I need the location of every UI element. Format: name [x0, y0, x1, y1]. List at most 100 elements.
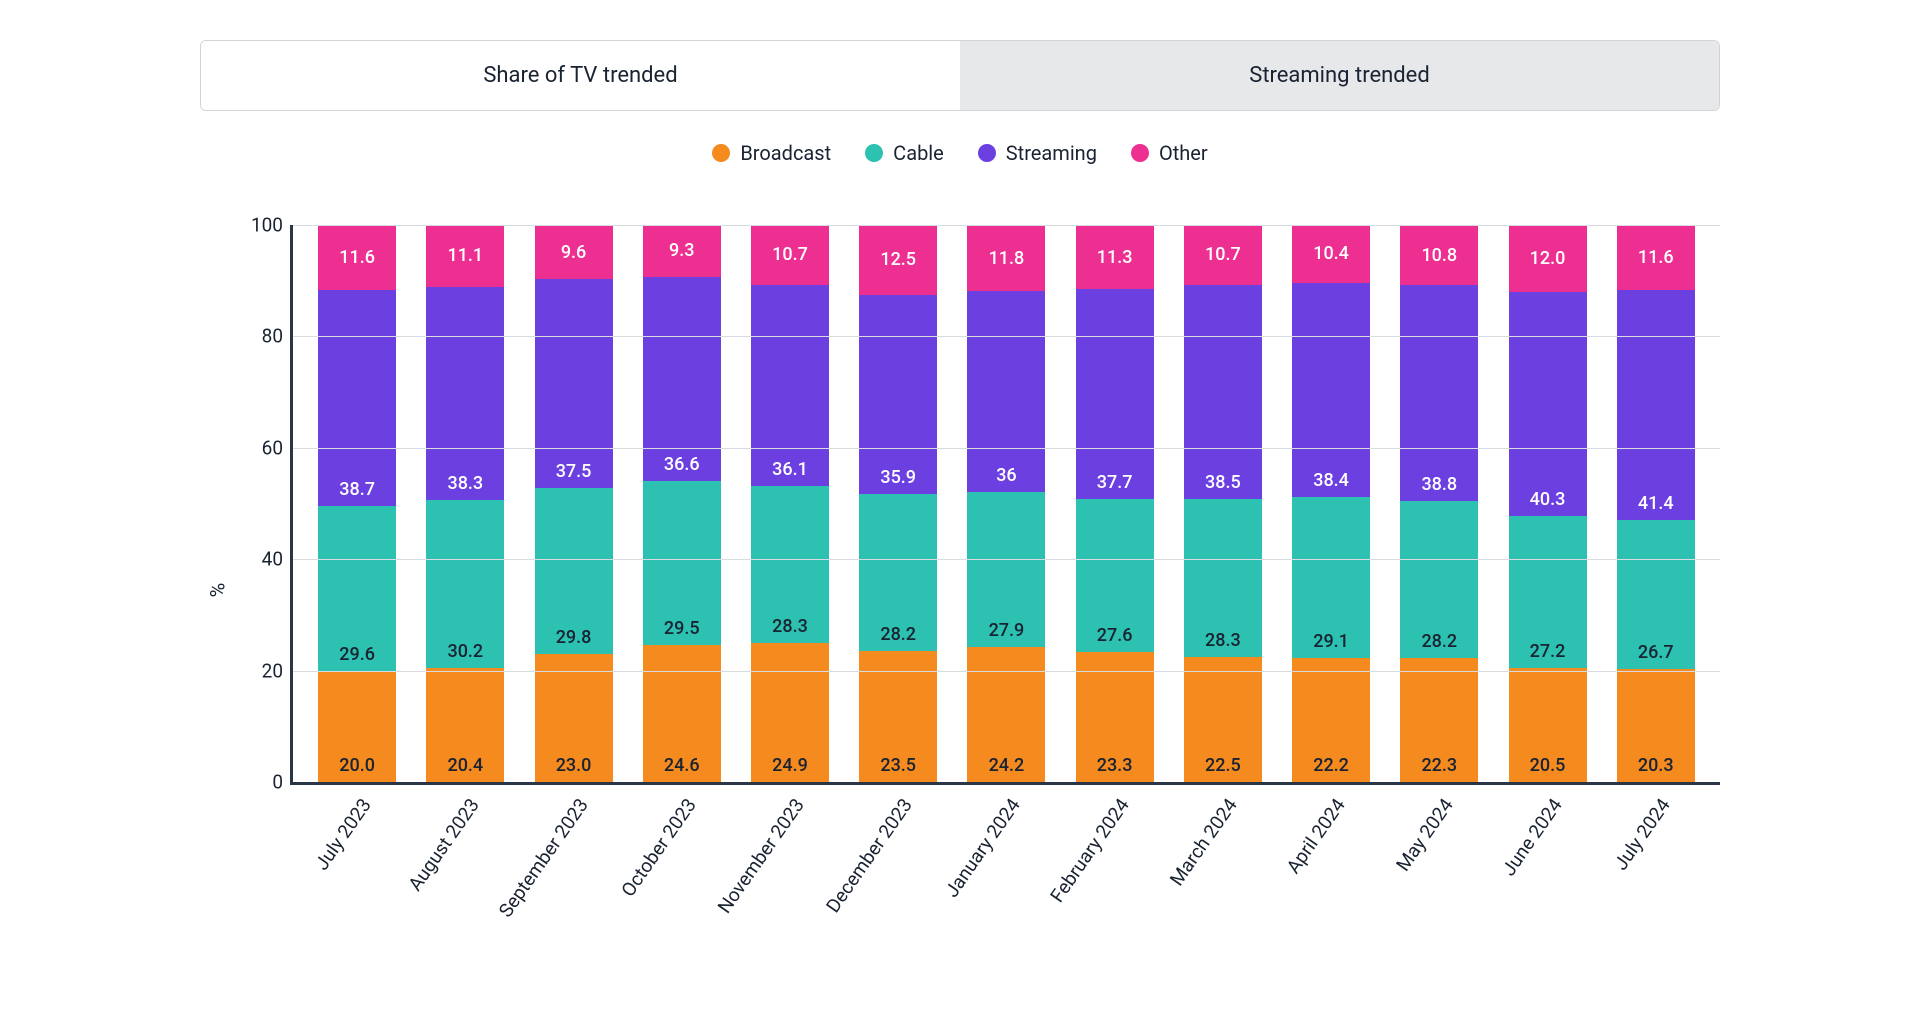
- bar-value-label: 11.8: [989, 248, 1025, 269]
- bar-value-label: 41.4: [1638, 493, 1674, 514]
- bar-segment-cable: 29.8: [535, 488, 613, 654]
- bar-segment-cable: 27.6: [1076, 499, 1154, 653]
- legend-label: Cable: [893, 141, 944, 165]
- bar-value-label: 38.7: [339, 479, 375, 500]
- bar-value-label: 27.9: [989, 620, 1025, 641]
- bar-segment-cable: 28.3: [1184, 499, 1262, 657]
- bar-segment-other: 9.3: [643, 225, 721, 277]
- bar-value-label: 28.3: [772, 616, 808, 637]
- bar-segment-cable: 27.2: [1509, 516, 1587, 668]
- tab-streaming-trended[interactable]: Streaming trended: [960, 41, 1719, 110]
- legend: Broadcast Cable Streaming Other: [200, 141, 1720, 165]
- legend-swatch-other: [1131, 144, 1149, 162]
- legend-item-cable[interactable]: Cable: [865, 141, 944, 165]
- bar-value-label: 23.5: [880, 755, 916, 776]
- bar-column: 23.528.235.912.5December 2023: [859, 225, 937, 782]
- bar-value-label: 20.5: [1530, 755, 1566, 776]
- legend-label: Broadcast: [740, 141, 831, 165]
- bar-value-label: 29.8: [556, 627, 592, 648]
- bar-column: 22.528.338.510.7March 2024: [1184, 225, 1262, 782]
- plot-area: 20.029.638.711.6July 202320.430.238.311.…: [290, 225, 1720, 785]
- bar-value-label: 38.5: [1205, 472, 1241, 493]
- bar-value-label: 37.7: [1097, 472, 1133, 493]
- bar-value-label: 35.9: [880, 467, 916, 488]
- bar-value-label: 27.6: [1097, 625, 1133, 646]
- y-tick-label: 0: [243, 771, 283, 794]
- bar-segment-streaming: 38.7: [318, 290, 396, 506]
- bar-value-label: 22.5: [1205, 755, 1241, 776]
- y-tick-label: 20: [243, 659, 283, 682]
- bar-segment-streaming: 40.3: [1509, 292, 1587, 516]
- bar-segment-cable: 27.9: [967, 492, 1045, 647]
- bar-column: 22.229.138.410.4April 2024: [1292, 225, 1370, 782]
- tab-share-of-tv[interactable]: Share of TV trended: [201, 41, 960, 110]
- bar-segment-streaming: 36.1: [751, 285, 829, 486]
- bar-value-label: 27.2: [1530, 641, 1566, 662]
- bar-value-label: 22.2: [1313, 755, 1349, 776]
- legend-label: Streaming: [1006, 141, 1097, 165]
- bar-segment-streaming: 41.4: [1617, 290, 1695, 521]
- bar-segment-cable: 29.5: [643, 481, 721, 645]
- bar-value-label: 38.3: [447, 473, 483, 494]
- legend-swatch-broadcast: [712, 144, 730, 162]
- y-tick-label: 40: [243, 548, 283, 571]
- bar-segment-streaming: 35.9: [859, 295, 937, 495]
- bar-value-label: 9.6: [561, 242, 586, 263]
- bar-segment-cable: 28.2: [1400, 501, 1478, 658]
- bar-segment-cable: 29.6: [318, 506, 396, 671]
- bar-value-label: 23.3: [1097, 755, 1133, 776]
- bar-value-label: 37.5: [556, 461, 592, 482]
- bar-value-label: 11.6: [1638, 247, 1674, 268]
- bar-value-label: 29.1: [1313, 631, 1349, 652]
- bar-segment-other: 10.7: [1184, 225, 1262, 285]
- bar-segment-streaming: 38.4: [1292, 283, 1370, 497]
- bar-column: 20.430.238.311.1August 2023: [426, 225, 504, 782]
- bar-value-label: 36.1: [772, 459, 808, 480]
- bar-value-label: 22.3: [1421, 755, 1457, 776]
- bar-segment-streaming: 38.8: [1400, 285, 1478, 501]
- bar-segment-other: 10.8: [1400, 225, 1478, 285]
- bar-segment-cable: 28.3: [751, 486, 829, 644]
- legend-swatch-streaming: [978, 144, 996, 162]
- bar-column: 24.928.336.110.7November 2023: [751, 225, 829, 782]
- bar-segment-streaming: 37.7: [1076, 289, 1154, 499]
- bar-segment-other: 11.8: [967, 226, 1045, 292]
- bar-segment-other: 12.0: [1509, 225, 1587, 292]
- bars-container: 20.029.638.711.6July 202320.430.238.311.…: [293, 225, 1720, 782]
- bar-value-label: 29.6: [339, 644, 375, 665]
- bar-segment-streaming: 38.5: [1184, 285, 1262, 499]
- bar-value-label: 12.5: [880, 249, 916, 270]
- bar-segment-cable: 30.2: [426, 500, 504, 668]
- bar-column: 24.227.93611.8January 2024: [967, 225, 1045, 782]
- bar-segment-other: 9.6: [535, 226, 613, 279]
- tab-bar: Share of TV trended Streaming trended: [200, 40, 1720, 111]
- bar-segment-other: 11.3: [1076, 226, 1154, 289]
- y-tick-label: 60: [243, 436, 283, 459]
- legend-item-streaming[interactable]: Streaming: [978, 141, 1097, 165]
- bar-segment-other: 10.7: [751, 225, 829, 285]
- bar-value-label: 36.6: [664, 454, 700, 475]
- legend-item-broadcast[interactable]: Broadcast: [712, 141, 831, 165]
- y-axis-label: %: [205, 583, 229, 598]
- y-tick-label: 100: [243, 214, 283, 237]
- legend-item-other[interactable]: Other: [1131, 141, 1208, 165]
- bar-value-label: 11.3: [1097, 247, 1133, 268]
- bar-value-label: 10.4: [1313, 243, 1349, 264]
- grid-line: [293, 336, 1720, 337]
- bar-column: 23.029.837.59.6September 2023: [535, 225, 613, 782]
- bar-value-label: 10.7: [772, 244, 808, 265]
- bar-value-label: 11.1: [447, 245, 483, 266]
- bar-value-label: 40.3: [1530, 489, 1566, 510]
- bar-segment-other: 12.5: [859, 225, 937, 295]
- y-tick-label: 80: [243, 325, 283, 348]
- grid-line: [293, 559, 1720, 560]
- bar-segment-cable: 29.1: [1292, 497, 1370, 659]
- bar-value-label: 30.2: [447, 641, 483, 662]
- bar-value-label: 38.8: [1421, 474, 1457, 495]
- bar-value-label: 11.6: [339, 247, 375, 268]
- bar-column: 20.029.638.711.6July 2023: [318, 225, 396, 782]
- bar-value-label: 24.9: [772, 755, 808, 776]
- bar-value-label: 24.6: [664, 755, 700, 776]
- bar-column: 20.326.741.411.6July 2024: [1617, 225, 1695, 782]
- bar-value-label: 24.2: [989, 755, 1025, 776]
